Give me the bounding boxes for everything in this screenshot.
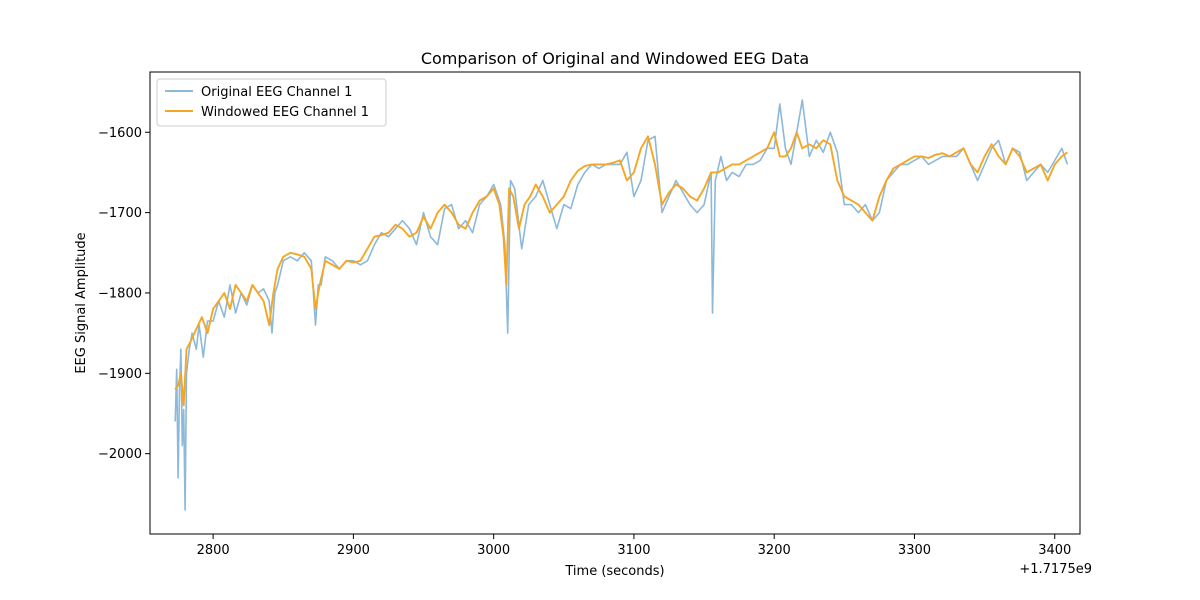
chart-title: Comparison of Original and Windowed EEG … xyxy=(421,49,809,68)
x-tick-label: 3200 xyxy=(758,543,791,558)
x-axis-label: Time (seconds) xyxy=(564,564,664,579)
y-tick-label: −2000 xyxy=(98,447,142,462)
x-tick-label: 2900 xyxy=(337,543,370,558)
x-axis: 2800 2900 3000 3100 3200 3300 3400 xyxy=(197,534,1071,558)
y-axis: −2000 −1900 −1800 −1700 −1600 xyxy=(98,126,150,462)
y-tick-label: −1800 xyxy=(98,286,142,301)
x-tick-label: 3300 xyxy=(898,543,931,558)
y-tick-label: −1900 xyxy=(98,367,142,382)
series-original-line xyxy=(174,99,1069,511)
series-windowed-line xyxy=(174,131,1068,407)
x-axis-offset-label: +1.7175e9 xyxy=(1019,562,1092,577)
y-axis-label: EEG Signal Amplitude xyxy=(74,232,89,373)
legend-label-windowed: Windowed EEG Channel 1 xyxy=(201,105,369,120)
series-layer xyxy=(174,99,1069,511)
legend-box xyxy=(156,78,387,127)
legend-label-original: Original EEG Channel 1 xyxy=(201,85,352,100)
x-tick-label: 3400 xyxy=(1038,543,1071,558)
x-tick-label: 2800 xyxy=(197,543,230,558)
x-tick-label: 3100 xyxy=(617,543,650,558)
x-tick-label: 3000 xyxy=(477,543,510,558)
y-tick-label: −1700 xyxy=(98,206,142,221)
y-tick-label: −1600 xyxy=(98,126,142,141)
legend: Original EEG Channel 1 Windowed EEG Chan… xyxy=(156,78,387,127)
plot-frame xyxy=(149,71,1081,535)
